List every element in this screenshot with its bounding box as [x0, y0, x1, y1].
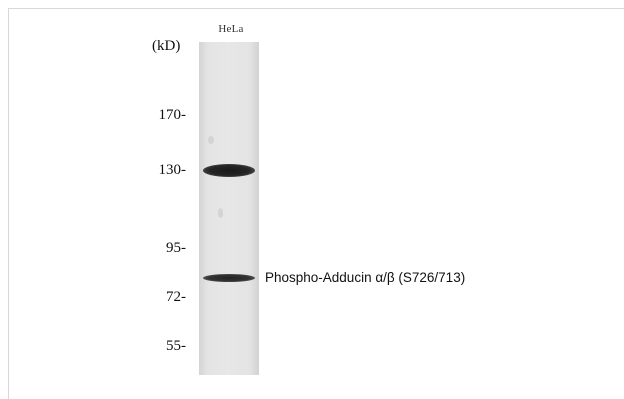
blot-lane [199, 42, 259, 375]
marker-170: 170- [158, 107, 187, 123]
band-phospho-adducin [203, 274, 255, 282]
frame-top-border [8, 8, 624, 9]
marker-72: 72- [166, 289, 186, 305]
marker-55: 55- [166, 338, 186, 354]
band-130kd [203, 164, 255, 177]
frame-left-border [8, 8, 9, 399]
blot-smudge [218, 208, 223, 218]
blot-smudge [208, 136, 214, 144]
unit-label: (kD) [152, 38, 181, 54]
lane-label: HeLa [218, 23, 244, 35]
band-target-label: Phospho-Adducin α/β (S726/713) [265, 270, 466, 285]
marker-95: 95- [166, 240, 186, 256]
marker-130: 130- [158, 162, 187, 178]
